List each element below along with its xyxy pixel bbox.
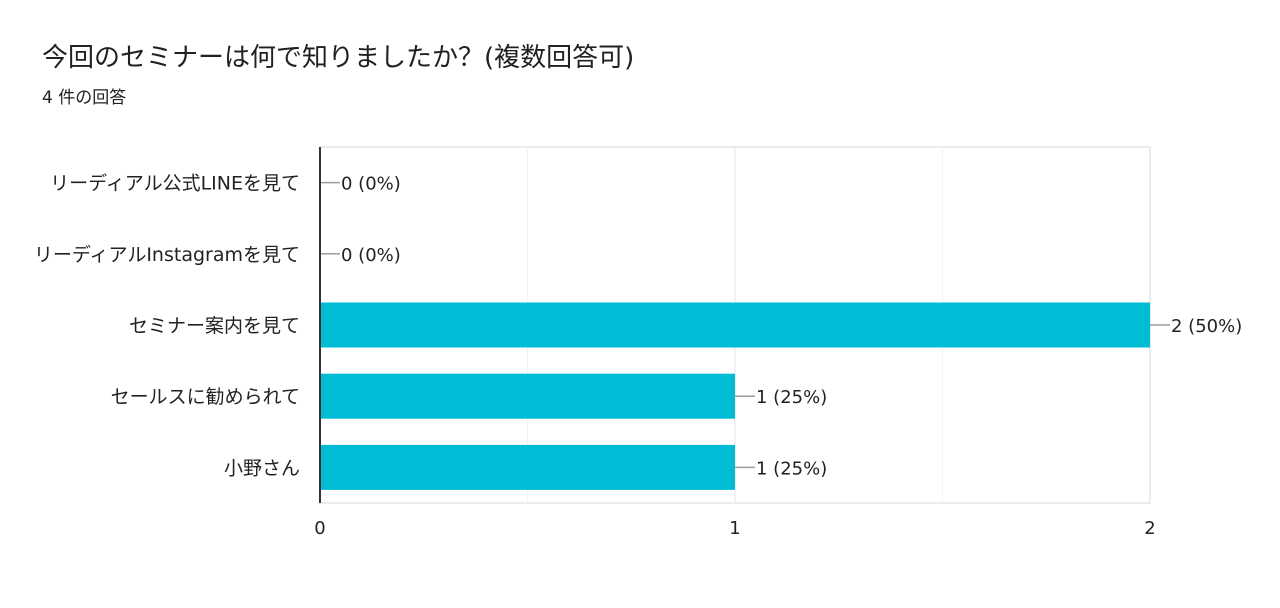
response-count: 4 件の回答 (42, 88, 127, 108)
x-tick-label: 1 (729, 518, 740, 539)
x-tick-label: 0 (314, 518, 325, 539)
category-label: リーディアルInstagramを見て (34, 244, 300, 266)
bar (320, 373, 735, 419)
value-label: 2 (50%) (1171, 316, 1242, 337)
value-label: 0 (0%) (341, 174, 401, 195)
bar (320, 302, 1150, 348)
chart-title: 今回のセミナーは何で知りましたか？(複数回答可) (42, 43, 635, 73)
value-label: 1 (25%) (756, 387, 827, 408)
category-label: 小野さん (224, 457, 300, 479)
category-label: リーディアル公式LINEを見て (50, 173, 300, 195)
value-label: 0 (0%) (341, 245, 401, 266)
bar (320, 444, 735, 490)
x-tick-label: 2 (1144, 518, 1155, 539)
category-label: セミナー案内を見て (129, 315, 300, 337)
value-label: 1 (25%) (756, 458, 827, 479)
category-label: セールスに勧められて (111, 386, 300, 408)
